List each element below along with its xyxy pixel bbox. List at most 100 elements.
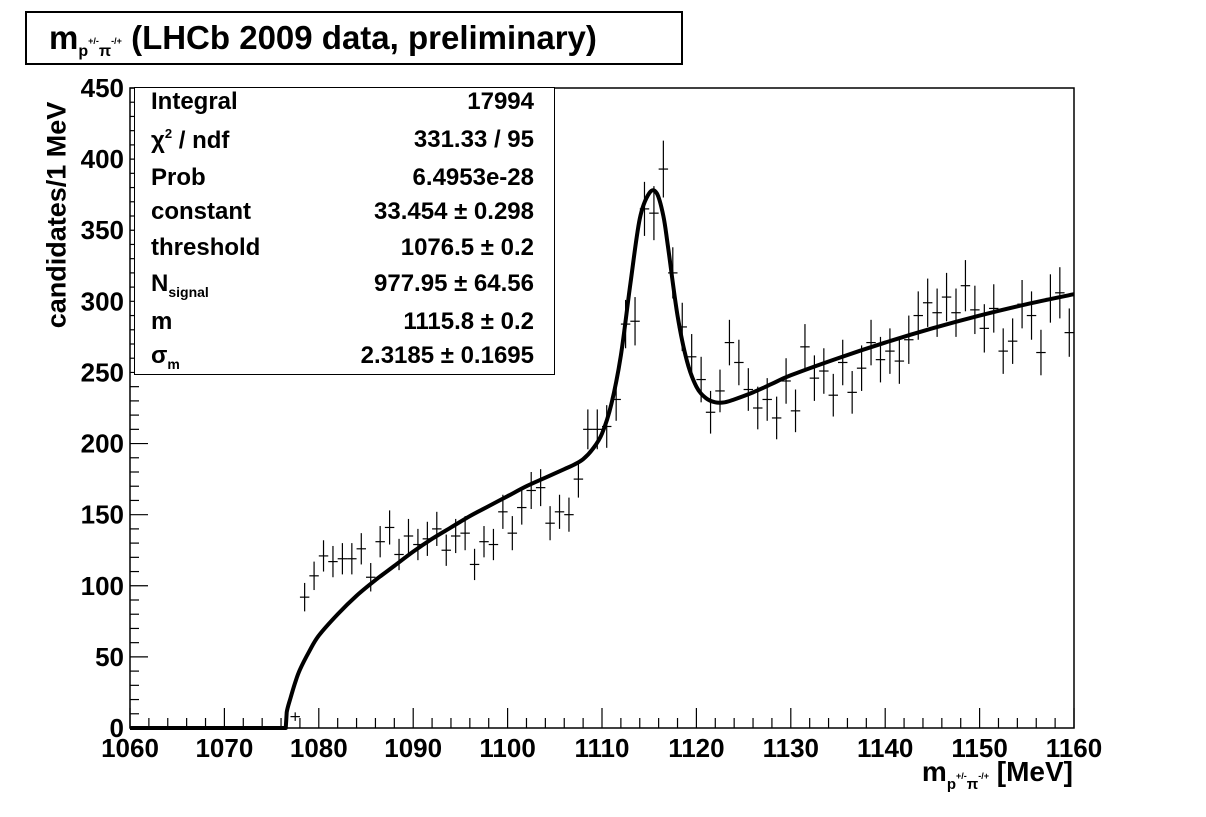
data-point (299, 582, 310, 612)
stat-name: Prob (151, 164, 206, 191)
data-point (630, 297, 640, 346)
data-point (998, 328, 1008, 374)
data-point (649, 186, 659, 241)
x-tick-label: 1080 (290, 733, 348, 763)
stat-value: 17994 (467, 88, 534, 115)
data-point (337, 543, 348, 575)
stat-row-sigma: σm 2.3185 ± 0.1695 (151, 342, 534, 376)
stat-value: 33.454 ± 0.298 (374, 198, 534, 225)
y-tick-label: 100 (81, 571, 124, 601)
data-point (290, 712, 300, 721)
x-tick-label: 1110 (575, 733, 630, 763)
data-point (941, 272, 952, 322)
stat-row-prob: Prob 6.4953e-28 (151, 164, 534, 198)
data-point (922, 278, 933, 327)
stat-row-threshold: threshold 1076.5 ± 0.2 (151, 234, 534, 268)
data-point (583, 409, 593, 450)
x-tick-label: 1120 (668, 733, 724, 763)
data-point (960, 260, 971, 312)
data-point (856, 345, 867, 391)
data-point (790, 389, 801, 433)
data-point (705, 390, 716, 434)
stat-row-constant: constant 33.454 ± 0.298 (151, 198, 534, 232)
data-point (1064, 308, 1074, 357)
data-point (460, 516, 470, 551)
y-tick-label: 300 (81, 286, 124, 316)
x-tick-label: 1150 (951, 733, 1007, 763)
plot-title: mp+/-π-/+ (LHCb 2009 data, preliminary) (49, 19, 597, 60)
data-point (517, 490, 527, 525)
data-point (1007, 318, 1018, 364)
data-point (1036, 329, 1046, 376)
stat-value: 977.95 ± 64.56 (374, 270, 534, 297)
data-point (347, 543, 357, 575)
data-point (894, 338, 905, 384)
data-point (809, 355, 820, 401)
data-point (535, 469, 546, 507)
x-tick-label: 1130 (763, 733, 819, 763)
stat-value: 2.3185 ± 0.1695 (360, 342, 534, 369)
fit-curve (130, 188, 1075, 730)
data-point (1055, 267, 1065, 319)
data-point (838, 339, 848, 386)
stat-row-chi2: χ2 / ndf 331.33 / 95 (151, 126, 534, 160)
data-point (432, 511, 442, 546)
data-point (309, 561, 319, 591)
data-point (554, 494, 565, 529)
data-point (573, 460, 584, 498)
data-point (734, 339, 744, 386)
stat-name: Integral (151, 88, 238, 115)
y-tick-label: 400 (81, 144, 124, 174)
data-point (771, 396, 782, 440)
data-point (828, 373, 838, 417)
stat-name: m (151, 308, 173, 335)
data-point (715, 369, 725, 413)
x-tick-label: 1160 (1046, 733, 1102, 763)
data-point (753, 386, 763, 430)
stat-value: 6.4953e-28 (412, 164, 534, 191)
data-point (394, 538, 404, 571)
data-point (403, 518, 414, 554)
data-point (1026, 291, 1037, 340)
data-point (885, 328, 895, 374)
data-point (384, 510, 395, 545)
x-tick-label: 1090 (384, 733, 442, 763)
data-point (526, 472, 536, 509)
y-tick-label: 0 (110, 713, 124, 743)
data-point (904, 315, 914, 364)
y-tick-label: 200 (81, 429, 124, 459)
y-tick-label: 350 (81, 215, 124, 245)
data-point (781, 358, 791, 404)
fit-statistics-box: Integral 17994 χ2 / ndf 331.33 / 95 Prob… (134, 87, 555, 375)
stat-name: Nsignal (151, 270, 209, 300)
data-point (328, 545, 338, 578)
stat-name: χ2 / ndf (151, 126, 230, 154)
data-point (819, 348, 829, 394)
data-point (366, 563, 376, 592)
data-point (970, 285, 980, 335)
x-tick-label: 1070 (195, 733, 253, 763)
stat-row-mass: m 1115.8 ± 0.2 (151, 308, 534, 342)
stat-name: σm (151, 342, 180, 372)
data-point (441, 534, 451, 566)
y-tick-label: 250 (81, 357, 124, 387)
data-point (469, 548, 480, 581)
x-tick-label: 1100 (479, 733, 535, 763)
data-point (989, 284, 999, 333)
data-point (800, 324, 810, 370)
plot-title-box: mp+/-π-/+ (LHCb 2009 data, preliminary) (25, 11, 683, 65)
x-axis-label: mp+/-π-/+ [MeV] (921, 756, 1073, 793)
stat-value: 1076.5 ± 0.2 (400, 234, 534, 261)
data-point (724, 319, 735, 366)
stat-name: threshold (151, 234, 261, 261)
data-point (847, 371, 857, 414)
stat-row-nsignal: Nsignal 977.95 ± 64.56 (151, 270, 534, 304)
y-axis-label: candidates/1 MeV (41, 101, 72, 329)
data-point (979, 304, 990, 353)
data-point (658, 140, 669, 198)
data-point (318, 540, 329, 572)
x-tick-label: 1140 (857, 733, 913, 763)
data-point (488, 528, 499, 561)
stat-value: 1115.8 ± 0.2 (403, 308, 534, 335)
